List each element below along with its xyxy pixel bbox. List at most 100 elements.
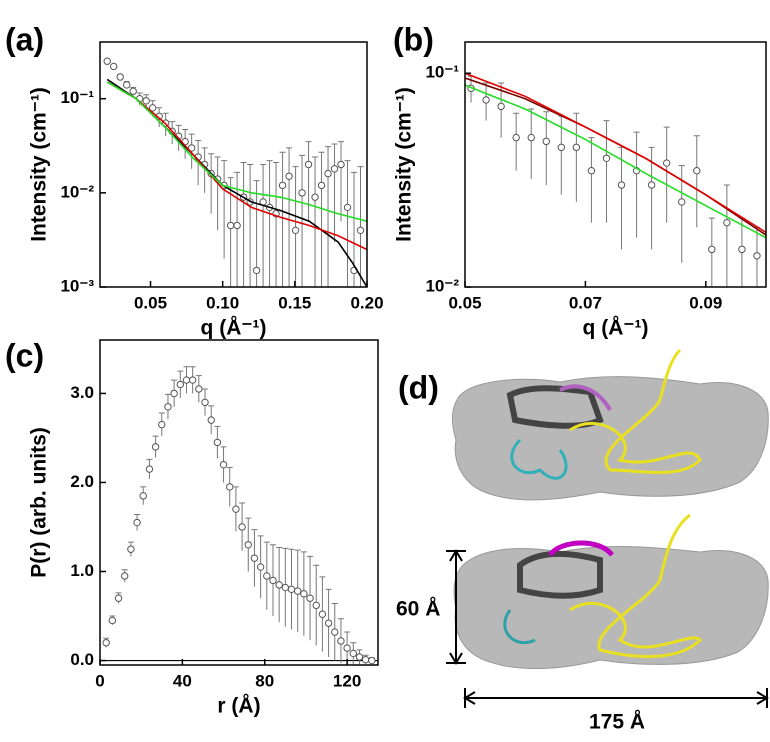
data-point [182, 376, 191, 384]
data-point [300, 590, 308, 598]
arrow-head [449, 549, 463, 665]
data-point [226, 483, 234, 491]
error-bar [208, 153, 215, 214]
data-point [187, 144, 196, 152]
data-point [482, 96, 490, 104]
data-point [324, 169, 332, 178]
error-bar [331, 143, 338, 243]
data-point [349, 649, 357, 658]
plot-area [100, 366, 378, 665]
data-point [512, 133, 520, 142]
data-point [343, 203, 352, 212]
panel-label: (b) [393, 21, 434, 57]
data-point [226, 221, 235, 230]
data-point [355, 653, 364, 661]
width-label: 175 Å [589, 710, 645, 734]
data-point [318, 610, 327, 618]
data-point [337, 160, 345, 169]
data-point [293, 587, 302, 595]
data-point [602, 154, 611, 163]
x-tick-label: 0 [95, 671, 104, 690]
axes-frame [464, 41, 767, 288]
data-point [110, 62, 118, 71]
data-point [291, 226, 300, 235]
data-point [121, 572, 129, 580]
fit-line [465, 72, 766, 234]
height-label: 60 Å [396, 597, 440, 621]
ribbon [517, 550, 603, 599]
data-point [170, 389, 178, 398]
y-tick-label: 0.0 [70, 650, 94, 669]
data-point [617, 181, 626, 189]
data-point [723, 218, 731, 227]
data-point [572, 143, 581, 152]
data-point [164, 403, 172, 411]
error-bar [227, 177, 234, 287]
data-point [232, 505, 240, 513]
data-point [195, 385, 203, 393]
data-point [201, 398, 209, 407]
structure-panel: (d) 60 Å 175 Å [396, 348, 769, 734]
error-bar [273, 162, 280, 287]
data-point [207, 416, 215, 424]
data-point [269, 576, 277, 585]
y-tick-label: 10⁻³ [60, 276, 94, 295]
data-point [145, 465, 154, 473]
data-point [142, 97, 150, 105]
y-tick-label: 10⁻² [425, 276, 459, 295]
error-bar [299, 154, 306, 287]
data-point [213, 438, 222, 447]
data-point [238, 523, 246, 531]
data-point [219, 460, 228, 469]
error-bar [318, 151, 325, 287]
data-point [306, 594, 314, 602]
data-point [311, 193, 319, 201]
data-point [557, 143, 566, 152]
data-point [647, 181, 656, 189]
fit-line [465, 84, 766, 239]
error-bar [678, 165, 685, 263]
data-point [151, 443, 160, 451]
x-tick-label: 0.10 [206, 293, 239, 312]
x-tick-label: 0.05 [134, 293, 167, 312]
error-bar [648, 146, 655, 250]
data-point [298, 189, 306, 197]
error-bar [344, 160, 351, 287]
error-bar [723, 184, 730, 287]
data-point [278, 181, 287, 190]
data-point [129, 87, 137, 95]
data-point [708, 245, 716, 254]
data-point [497, 102, 505, 111]
data-point [148, 104, 157, 112]
x-tick-label: 120 [333, 671, 361, 690]
error-bar [214, 156, 221, 231]
ribbon [503, 609, 536, 645]
data-point [693, 166, 701, 175]
y-tick-label: 1.0 [70, 561, 94, 580]
ribbon [569, 513, 703, 658]
data-point [123, 81, 131, 89]
chart: 0.05 0.07 0.09 10⁻² 10⁻¹ q (Å⁻¹) Intensity (cm… [393, 21, 767, 340]
y-axis-title: Intensity (cm⁻¹) [393, 87, 416, 242]
y-tick-label: 10⁻¹ [425, 63, 459, 82]
data-point [263, 572, 271, 580]
data-point [158, 420, 166, 429]
error-bar [573, 112, 580, 202]
error-bar [286, 147, 293, 287]
data-point [116, 73, 124, 81]
x-tick-label: 40 [173, 671, 192, 690]
data-point [587, 166, 596, 175]
data-point [133, 518, 141, 527]
x-tick-label: 0.05 [448, 293, 481, 312]
data-point [233, 221, 241, 230]
data-point [527, 133, 535, 142]
data-point [368, 656, 376, 665]
plot-area [103, 57, 367, 287]
data-point [103, 57, 111, 65]
data-point [108, 616, 117, 625]
data-point [312, 601, 320, 610]
data-point [330, 165, 339, 173]
y-axis-title: Intensity (cm⁻¹) [28, 87, 51, 242]
error-bar [513, 112, 520, 171]
y-tick-label: 2.0 [70, 472, 94, 491]
